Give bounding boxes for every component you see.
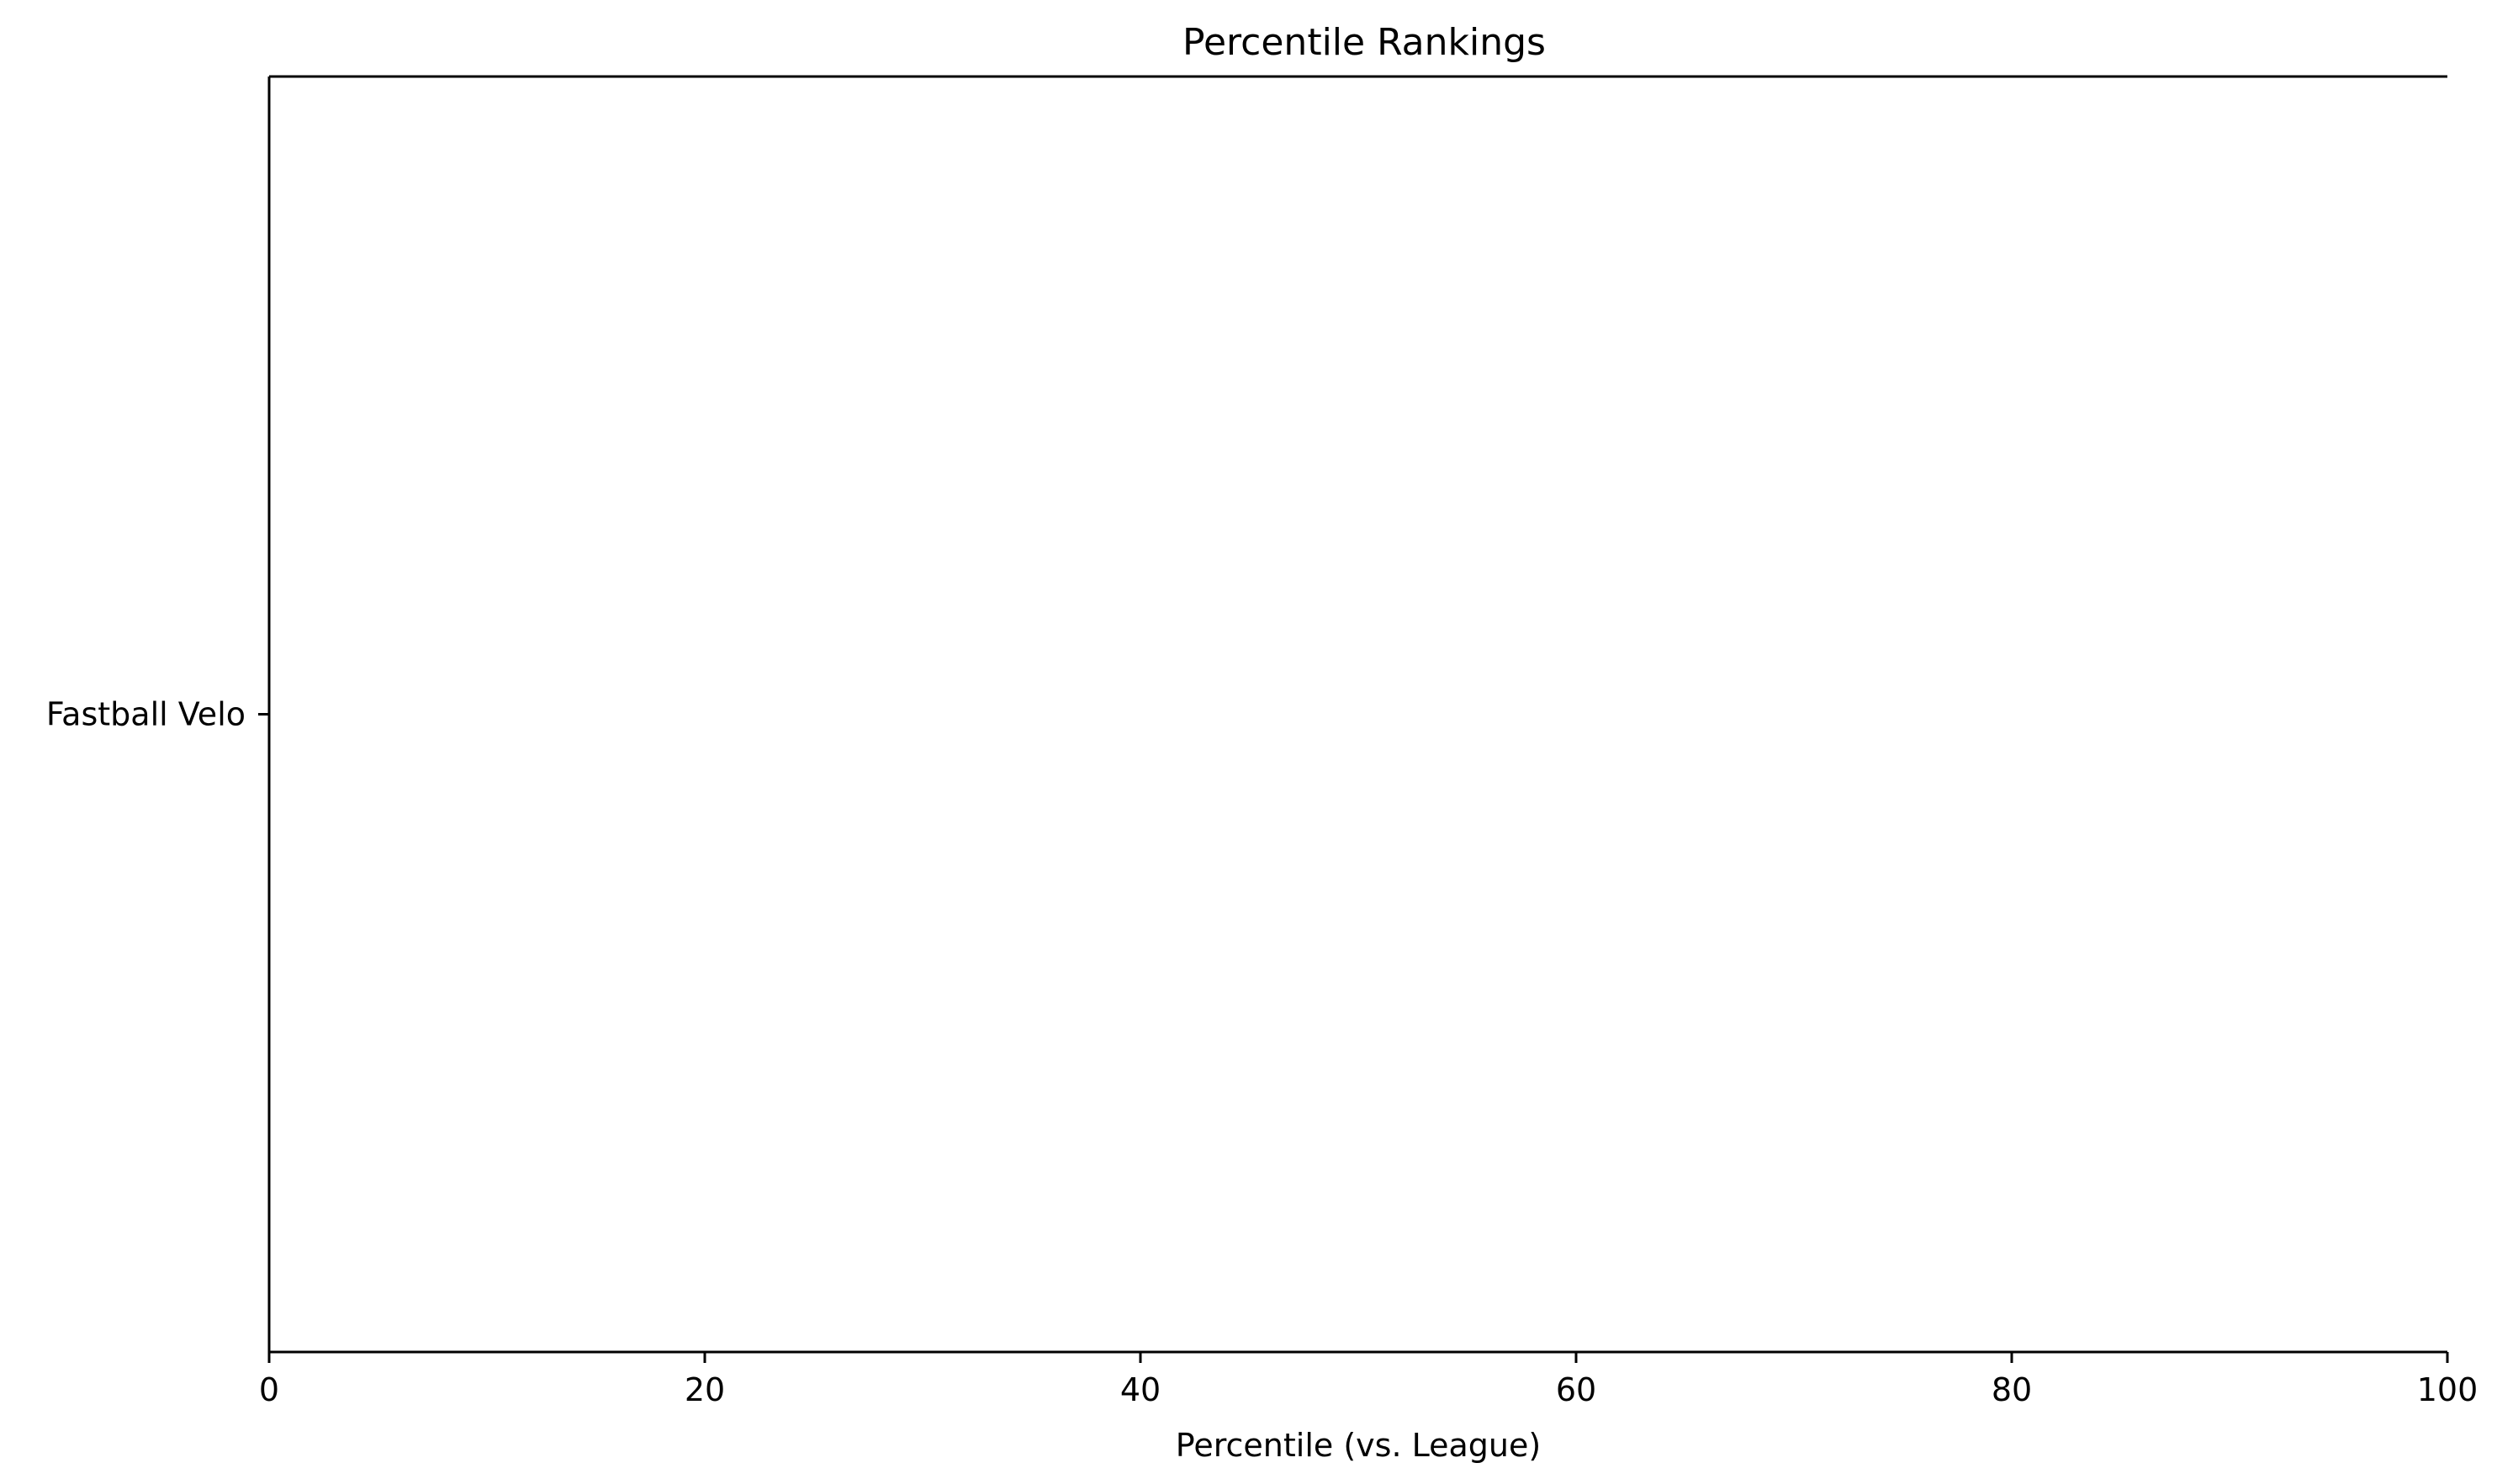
x-tick-label: 0 xyxy=(259,1371,279,1408)
x-tick-label: 60 xyxy=(1556,1371,1596,1408)
x-tick-label: 80 xyxy=(1992,1371,2032,1408)
chart-title: Percentile Rankings xyxy=(1182,21,1546,64)
x-axis: 0 20 40 60 80 100 xyxy=(259,1352,2478,1408)
plot-area xyxy=(267,75,2447,1354)
x-tick-label: 100 xyxy=(2417,1371,2478,1408)
x-tick-label: 40 xyxy=(1120,1371,1161,1408)
y-category-label: Fastball Velo xyxy=(46,696,246,733)
x-axis-label: Percentile (vs. League) xyxy=(1176,1427,1541,1464)
x-tick-label: 20 xyxy=(685,1371,725,1408)
y-axis: Fastball Velo xyxy=(46,696,269,733)
